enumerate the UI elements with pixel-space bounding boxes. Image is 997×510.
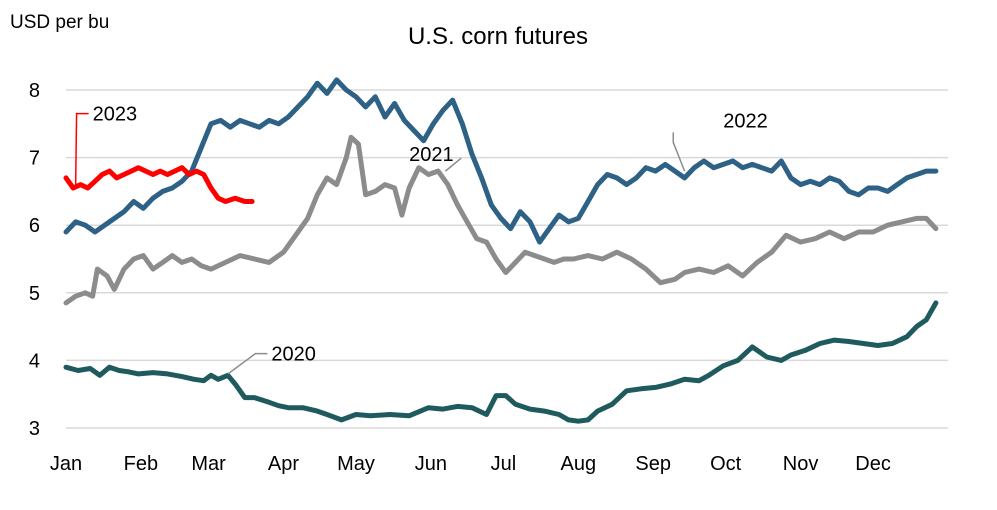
y-tick-label-6: 6 — [29, 215, 40, 237]
y-tick-label-3: 3 — [29, 418, 40, 440]
x-tick-label-dec: Dec — [855, 453, 891, 475]
series-label-2020: 2020 — [271, 344, 316, 366]
x-tick-label-jan: Jan — [50, 453, 82, 475]
x-tick-label-oct: Oct — [710, 453, 742, 475]
x-tick-label-apr: Apr — [268, 453, 299, 475]
series-label-2023: 2023 — [93, 104, 137, 126]
series-labels: 2020 2021 2022 2023 — [74, 104, 768, 375]
series-line-2022 — [63, 77, 939, 245]
series-lines — [63, 77, 939, 424]
series-line-2020 — [63, 300, 939, 424]
gridlines — [66, 89, 948, 429]
series-line-2021 — [63, 134, 939, 306]
x-tick-label-jul: Jul — [491, 453, 517, 475]
series-label-2021: 2021 — [409, 144, 454, 166]
series-leader-2023 — [74, 112, 89, 185]
y-tick-label-8: 8 — [29, 80, 40, 102]
x-tick-label-mar: Mar — [191, 453, 226, 475]
x-tick-label-jun: Jun — [415, 453, 447, 475]
x-tick-label-feb: Feb — [124, 453, 158, 475]
series-leader-2022 — [672, 132, 686, 172]
x-tick-label-may: May — [337, 453, 375, 475]
y-tick-label-7: 7 — [29, 148, 40, 170]
x-tick-label-aug: Aug — [560, 453, 596, 475]
y-tick-label-4: 4 — [29, 350, 40, 372]
series-leader-2021 — [444, 157, 462, 172]
chart-title: U.S. corn futures — [408, 23, 588, 50]
series-leader-2020 — [227, 352, 268, 375]
series-label-2022: 2022 — [723, 110, 768, 132]
x-tick-label-sep: Sep — [635, 453, 671, 475]
x-axis-ticks: Jan Feb Mar Apr May Jun Jul Aug Sep Oct Nov Dec — [50, 453, 891, 475]
y-axis-unit: USD per bu — [10, 12, 109, 33]
x-tick-label-nov: Nov — [783, 453, 819, 475]
y-axis-ticks: 3 4 5 6 7 8 — [29, 80, 40, 440]
y-tick-label-5: 5 — [29, 283, 40, 305]
series-line-2023 — [63, 165, 255, 204]
